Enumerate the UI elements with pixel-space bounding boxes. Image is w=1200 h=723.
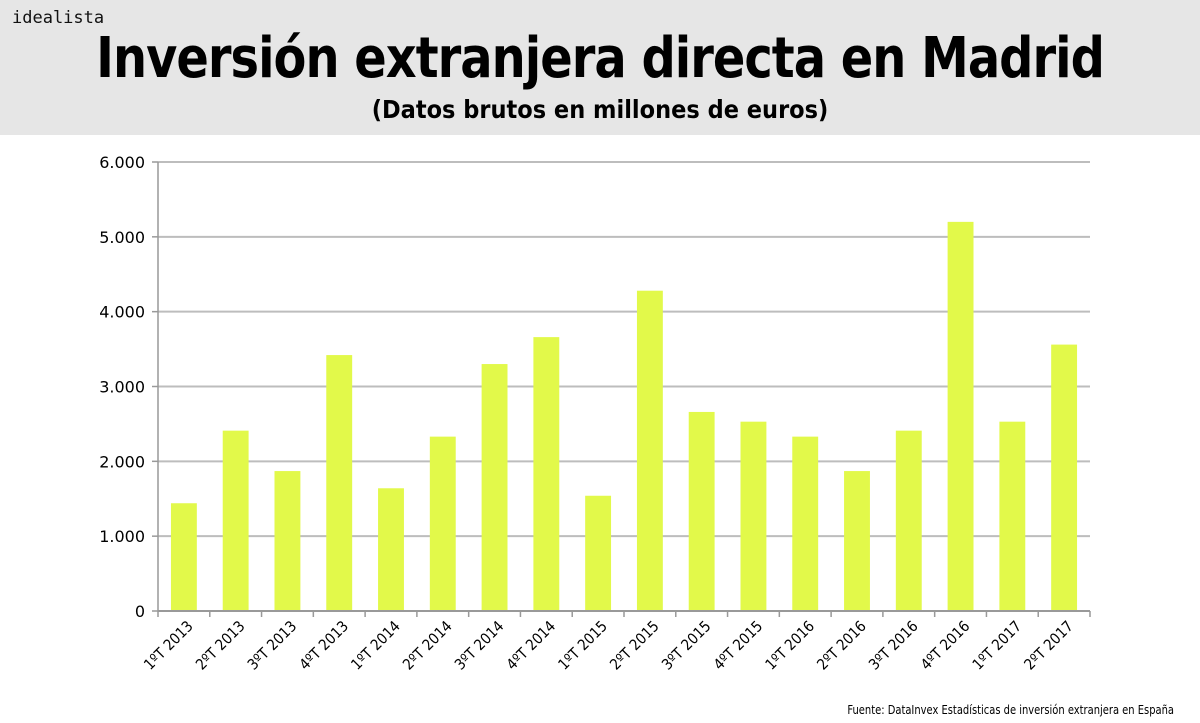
x-tick-label: 4ºT 2013 (296, 617, 352, 673)
bar (792, 436, 819, 611)
bar (999, 421, 1026, 611)
x-tick-label: 4ºT 2016 (917, 617, 973, 673)
x-tick-label: 1ºT 2016 (762, 617, 818, 673)
bar (585, 495, 612, 611)
x-tick-label: 3ºT 2013 (244, 617, 300, 673)
bar (170, 503, 197, 611)
bar (222, 430, 249, 611)
header: idealista Inversión extranjera directa e… (0, 0, 1200, 135)
x-tick-label: 2ºT 2013 (192, 617, 248, 673)
y-tick-label: 4.000 (99, 303, 145, 322)
x-tick-label: 3ºT 2016 (865, 617, 921, 673)
bar (844, 471, 870, 611)
x-tick-label: 2ºT 2014 (399, 617, 455, 673)
y-tick-label: 6.000 (99, 153, 145, 172)
bar (688, 411, 715, 611)
bar (895, 430, 922, 611)
y-tick-label: 2.000 (99, 452, 145, 471)
chart-subtitle: (Datos brutos en millones de euros) (371, 95, 829, 124)
x-tick-label: 3ºT 2014 (451, 617, 507, 673)
bar (429, 436, 456, 611)
bar (326, 355, 353, 611)
x-tick-label: 4ºT 2015 (710, 617, 766, 673)
y-tick-label: 1.000 (99, 527, 145, 546)
x-tick-label: 2ºT 2016 (813, 617, 869, 673)
bar (533, 337, 560, 611)
bar (1051, 344, 1078, 611)
bar (740, 421, 767, 611)
x-tick-label: 1ºT 2015 (555, 617, 611, 673)
y-tick-label: 0 (135, 602, 145, 621)
bar (947, 221, 974, 611)
x-tick-label: 1ºT 2013 (140, 617, 196, 673)
chart-title: Inversión extranjera directa en Madrid (96, 26, 1105, 91)
x-tick-label: 4ºT 2014 (503, 617, 559, 673)
x-tick-label: 1ºT 2017 (969, 617, 1025, 673)
x-tick-label: 2ºT 2015 (606, 617, 662, 673)
y-tick-label: 3.000 (99, 378, 145, 397)
bar (481, 364, 508, 611)
x-tick-label: 3ºT 2015 (658, 617, 714, 673)
source-note: Fuente: DataInvex Estadísticas de invers… (847, 703, 1174, 717)
x-tick-label: 1ºT 2014 (347, 617, 403, 673)
bar (274, 471, 301, 611)
idealista-logo: idealista (12, 8, 105, 28)
bar (378, 488, 404, 611)
bar (636, 290, 663, 611)
y-tick-label: 5.000 (99, 228, 145, 247)
x-tick-label: 2ºT 2017 (1021, 617, 1077, 673)
